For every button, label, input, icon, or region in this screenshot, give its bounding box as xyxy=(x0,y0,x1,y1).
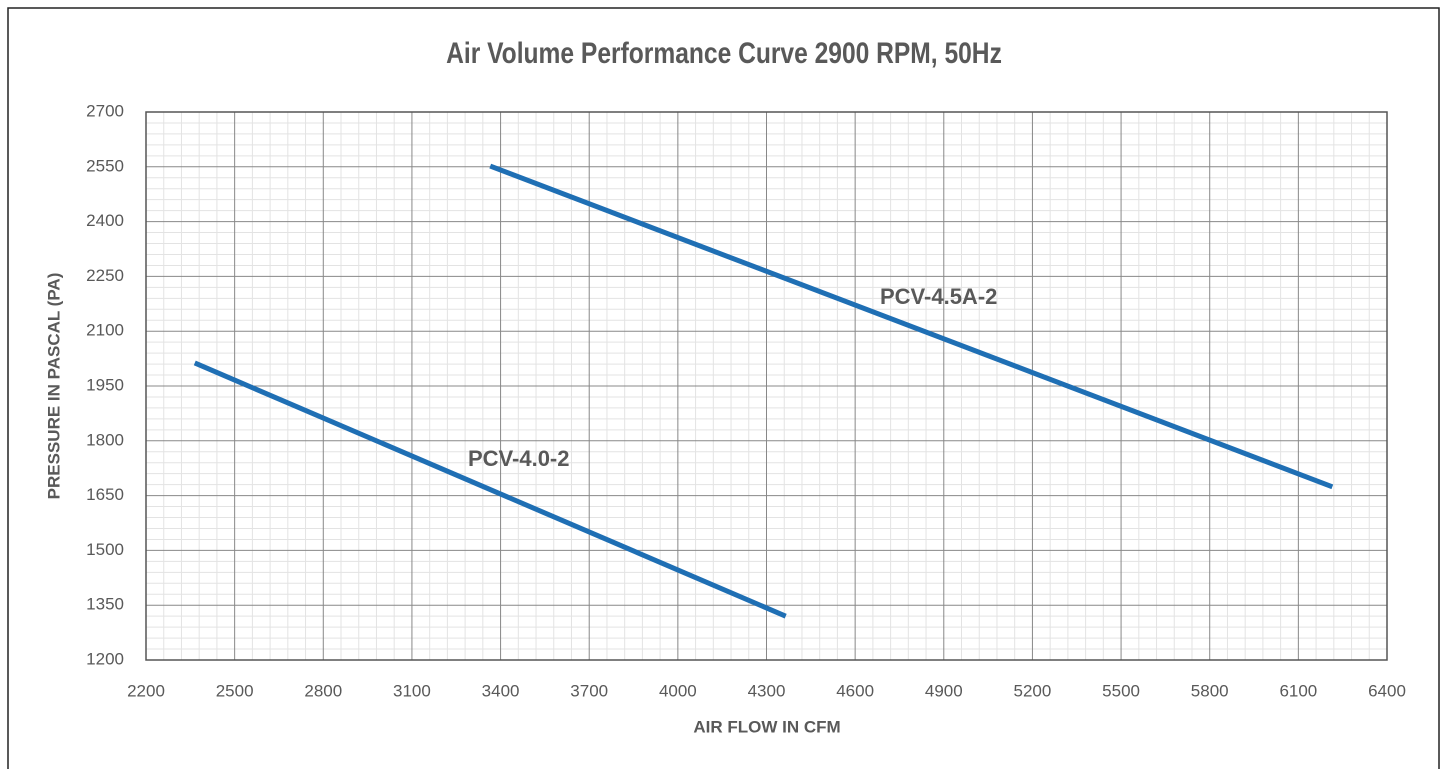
plot-border xyxy=(145,111,1388,661)
x-tick-label: 4600 xyxy=(836,681,874,700)
y-axis-label: PRESSURE IN PASCAL (PA) xyxy=(44,273,63,500)
y-tick-label: 2400 xyxy=(86,211,124,230)
series-label: PCV-4.0-2 xyxy=(468,446,570,471)
y-tick-label: 2700 xyxy=(86,101,124,120)
chart-frame xyxy=(7,7,1440,769)
x-axis-label: AIR FLOW IN CFM xyxy=(693,717,840,736)
line xyxy=(489,163,1334,490)
y-tick-label: 1500 xyxy=(86,540,124,559)
x-tick-label: 3400 xyxy=(482,681,520,700)
x-tick-label: 2500 xyxy=(216,681,254,700)
y-tick-label: 1800 xyxy=(86,430,124,449)
x-tick-label: 6400 xyxy=(1368,681,1406,700)
x-tick-label: 6100 xyxy=(1279,681,1317,700)
y-tick-label: 2100 xyxy=(86,321,124,340)
y-tick-label: 2550 xyxy=(86,156,124,175)
x-tick-label: 5800 xyxy=(1191,681,1229,700)
x-tick-label: 3100 xyxy=(393,681,431,700)
y-tick-label: 1350 xyxy=(86,595,124,614)
y-tick-label: 1650 xyxy=(86,485,124,504)
y-tick-label: 1950 xyxy=(86,375,124,394)
x-tick-label: 4300 xyxy=(748,681,786,700)
x-tick-label: 3700 xyxy=(570,681,608,700)
series-label: PCV-4.5A-2 xyxy=(880,284,997,309)
line xyxy=(193,360,787,619)
x-tick-label: 4000 xyxy=(659,681,697,700)
x-tick-label: 4900 xyxy=(925,681,963,700)
chart-title: Air Volume Performance Curve 2900 RPM, 5… xyxy=(446,36,1002,70)
y-tick-label: 2250 xyxy=(86,266,124,285)
x-tick-label: 5500 xyxy=(1102,681,1140,700)
x-tick-label: 2200 xyxy=(127,681,165,700)
y-tick-label: 1200 xyxy=(86,649,124,668)
x-tick-label: 5200 xyxy=(1014,681,1052,700)
x-tick-label: 2800 xyxy=(304,681,342,700)
